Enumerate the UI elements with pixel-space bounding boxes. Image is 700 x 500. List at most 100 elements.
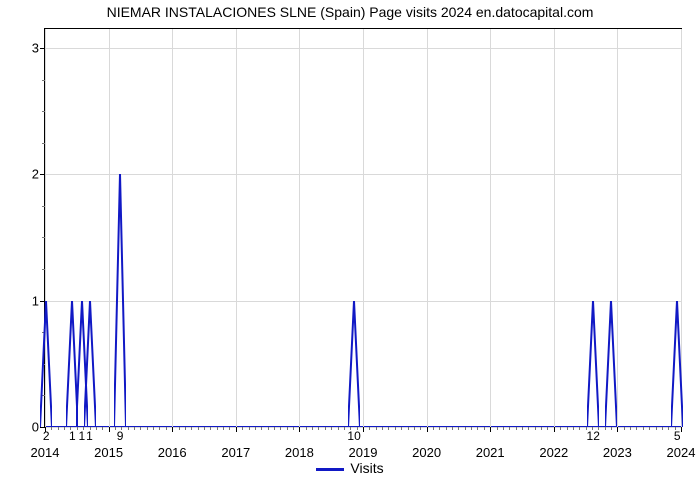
xtick-minor [376, 427, 377, 430]
xtick-minor [191, 427, 192, 430]
xtick-minor [636, 427, 637, 430]
xtick-year: 2017 [221, 427, 250, 460]
xtick-minor [528, 427, 529, 430]
xtick-minor [401, 427, 402, 430]
xtick-minor [153, 427, 154, 430]
xtick-minor [223, 427, 224, 430]
xtick-minor [446, 427, 447, 430]
xtick-number: 1 [79, 427, 86, 443]
xtick-minor [293, 427, 294, 430]
gridline-v [427, 29, 428, 427]
xtick-minor [395, 427, 396, 430]
legend-label: Visits [350, 460, 383, 476]
xtick-minor [96, 427, 97, 430]
xtick-year: 2016 [158, 427, 187, 460]
xtick-minor [249, 427, 250, 430]
gridline-v [490, 29, 491, 427]
xtick-minor [541, 427, 542, 430]
plot-area: 0123201420152016201720182019202020212022… [44, 28, 682, 428]
xtick-minor [458, 427, 459, 430]
xtick-minor [140, 427, 141, 430]
series-spike [40, 301, 52, 427]
xtick-minor [325, 427, 326, 430]
chart-container: { "chart": { "type": "line", "title": "N… [0, 0, 700, 500]
xtick-minor [522, 427, 523, 430]
xtick-minor [128, 427, 129, 430]
xtick-number: 1 [86, 427, 93, 443]
xtick-number: 2 [43, 427, 50, 443]
xtick-minor [229, 427, 230, 430]
xtick-minor [516, 427, 517, 430]
xtick-minor [630, 427, 631, 430]
xtick-minor [656, 427, 657, 430]
xtick-number: 12 [587, 427, 600, 443]
xtick-minor [344, 427, 345, 430]
xtick-minor [471, 427, 472, 430]
xtick-minor [51, 427, 52, 430]
xtick-minor [579, 427, 580, 430]
series-spike [587, 301, 599, 427]
xtick-minor [268, 427, 269, 430]
xtick-minor [477, 427, 478, 430]
xtick-minor [331, 427, 332, 430]
xtick-minor [611, 427, 612, 430]
series-spike [114, 174, 126, 427]
xtick-minor [261, 427, 262, 430]
xtick-year: 2020 [412, 427, 441, 460]
xtick-minor [242, 427, 243, 430]
xtick-minor [649, 427, 650, 430]
series-spike [84, 301, 96, 427]
xtick-minor [210, 427, 211, 430]
xtick-minor [147, 427, 148, 430]
gridline-v [554, 29, 555, 427]
legend: Visits [0, 460, 700, 476]
xtick-minor [408, 427, 409, 430]
xtick-minor [312, 427, 313, 430]
xtick-minor [439, 427, 440, 430]
xtick-minor [185, 427, 186, 430]
xtick-minor [287, 427, 288, 430]
xtick-minor [102, 427, 103, 430]
xtick-minor [179, 427, 180, 430]
xtick-number: 5 [674, 427, 681, 443]
xtick-minor [567, 427, 568, 430]
ytick-label: 2 [32, 167, 45, 182]
gridline-v [299, 29, 300, 427]
gridline-v [109, 29, 110, 427]
xtick-minor [274, 427, 275, 430]
xtick-minor [452, 427, 453, 430]
series-spike [348, 301, 360, 427]
xtick-minor [255, 427, 256, 430]
xtick-minor [217, 427, 218, 430]
xtick-minor [465, 427, 466, 430]
xtick-minor [134, 427, 135, 430]
xtick-minor [64, 427, 65, 430]
xtick-number: 10 [347, 427, 360, 443]
xtick-number: 9 [117, 427, 124, 443]
xtick-minor [388, 427, 389, 430]
xtick-year: 2024 [667, 427, 696, 460]
xtick-minor [547, 427, 548, 430]
xtick-minor [382, 427, 383, 430]
xtick-minor [420, 427, 421, 430]
xtick-minor [560, 427, 561, 430]
xtick-year: 2018 [285, 427, 314, 460]
xtick-minor [624, 427, 625, 430]
xtick-minor [204, 427, 205, 430]
xtick-minor [318, 427, 319, 430]
xtick-minor [662, 427, 663, 430]
xtick-minor [414, 427, 415, 430]
ytick-label: 3 [32, 40, 45, 55]
xtick-minor [573, 427, 574, 430]
xtick-minor [198, 427, 199, 430]
xtick-minor [643, 427, 644, 430]
xtick-minor [369, 427, 370, 430]
gridline-v [236, 29, 237, 427]
xtick-number: 1 [69, 427, 76, 443]
xtick-minor [509, 427, 510, 430]
xtick-minor [503, 427, 504, 430]
xtick-minor [166, 427, 167, 430]
series-spike [671, 301, 683, 427]
series-spike [605, 301, 617, 427]
xtick-minor [280, 427, 281, 430]
